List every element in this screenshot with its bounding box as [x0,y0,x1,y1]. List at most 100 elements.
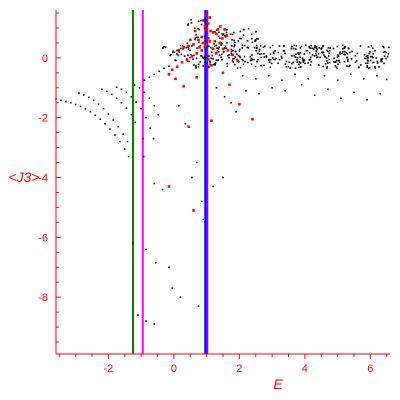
data-point [274,50,276,52]
data-point [196,36,198,39]
data-point [363,53,366,56]
data-point [295,45,298,47]
data-point [238,37,241,40]
data-point [189,49,191,52]
data-point [123,148,126,150]
data-point [175,59,177,62]
data-point [208,66,210,69]
data-point [171,287,174,289]
data-point [283,50,286,52]
data-point [258,50,261,53]
data-point [74,103,77,106]
data-point [226,62,228,65]
data-point [302,61,304,63]
data-point [233,45,236,48]
data-point [218,54,221,56]
data-point [102,107,105,110]
data-point [343,50,346,53]
data-point [349,51,351,54]
data-point [246,46,248,49]
data-point [209,60,211,63]
data-point [195,33,197,36]
data-point [255,47,258,50]
data-point [141,137,144,140]
data-point [339,61,341,64]
data-point [327,55,330,57]
data-point [242,63,245,66]
y-tick-label: -4 [38,173,48,185]
data-point [202,65,204,67]
data-point [282,49,285,52]
data-point [182,84,186,88]
data-point [167,185,171,188]
data-point [183,55,186,57]
data-point [186,60,189,62]
data-point [232,49,234,52]
data-point [115,86,118,88]
data-point [372,56,374,59]
data-point [221,53,223,56]
data-point [298,60,301,63]
data-point [307,78,309,80]
data-point [208,55,210,57]
data-point [223,95,226,98]
data-point [218,46,220,49]
data-point [341,47,344,50]
data-point [305,50,308,52]
data-point [202,56,204,59]
data-point [227,54,229,57]
data-point [277,51,280,54]
data-point [168,65,170,68]
data-point [219,37,221,39]
data-point [107,113,110,115]
data-point [342,44,344,47]
data-point [251,37,253,40]
data-point [310,61,313,63]
data-point [336,54,339,56]
data-point [205,23,207,25]
data-point [309,58,312,61]
data-point [326,67,328,69]
data-point [94,114,97,117]
data-point [298,52,300,54]
data-point [133,83,136,86]
data-point [247,27,250,30]
data-point [153,73,156,76]
data-point [366,66,368,68]
data-point [184,122,187,125]
data-point [197,27,199,30]
data-point [263,52,265,55]
data-point [193,64,195,66]
data-point [198,46,201,49]
data-point [200,49,204,52]
data-point [335,66,338,69]
data-point [347,47,350,49]
data-point [170,68,174,72]
data-point [220,56,222,58]
data-point [379,92,381,95]
data-point [315,52,317,55]
data-point [271,86,273,89]
data-point [263,64,265,67]
data-point [387,53,390,55]
data-point [255,44,258,47]
data-point [130,113,133,116]
data-point [369,51,371,53]
data-point [153,182,156,185]
data-point [211,54,214,57]
data-point [236,58,238,61]
data-point [288,61,291,64]
data-point [172,51,174,54]
data-point [194,38,196,41]
data-point [185,46,188,49]
data-point [234,50,237,53]
data-point [192,43,195,46]
data-point [306,49,309,52]
data-point [149,127,152,129]
data-point [310,47,312,50]
data-point [202,41,206,45]
data-point [211,47,215,51]
data-point [192,58,194,61]
data-point [321,47,323,49]
data-point [221,37,224,40]
